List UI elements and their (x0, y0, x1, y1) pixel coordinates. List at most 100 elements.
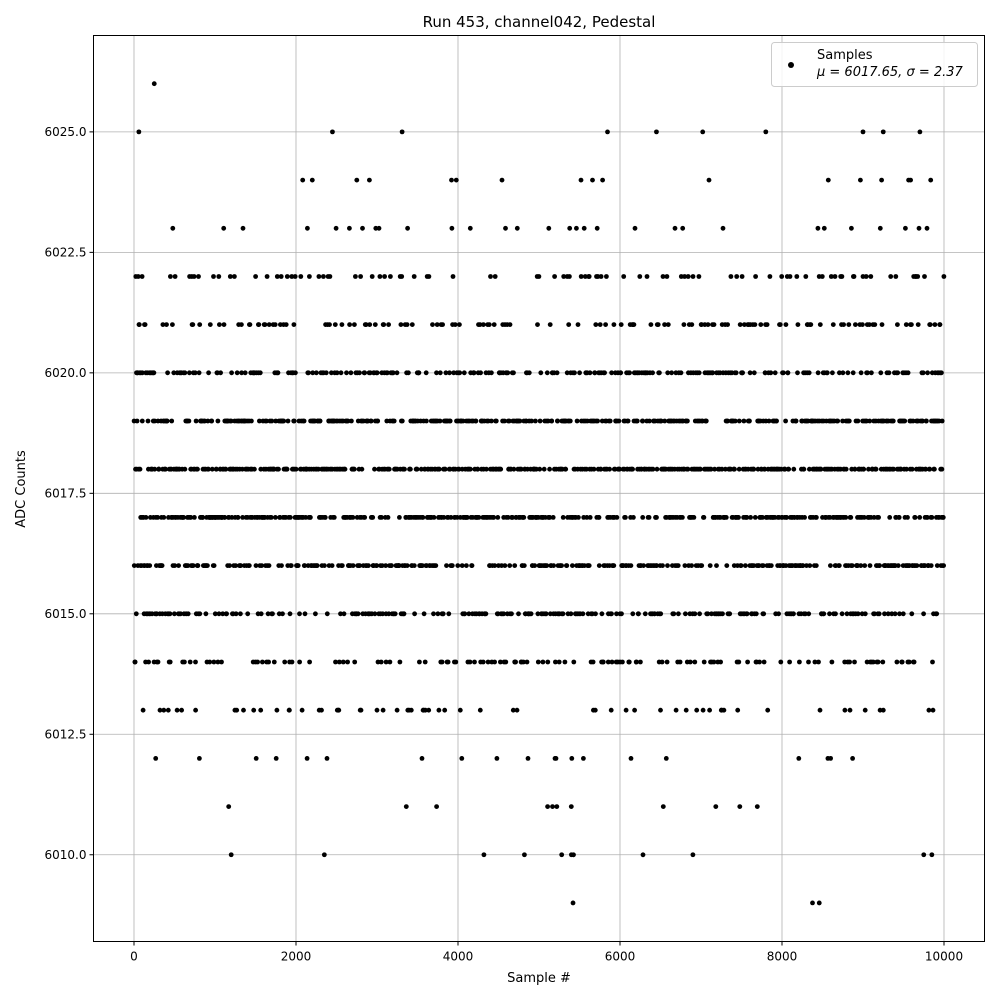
data-point (891, 466, 896, 472)
data-point (882, 611, 887, 617)
data-point (608, 707, 614, 713)
data-point (382, 274, 387, 279)
data-point (357, 370, 362, 376)
data-point (485, 659, 491, 665)
data-point (903, 225, 908, 231)
data-point (895, 563, 901, 568)
data-point (358, 274, 363, 279)
data-point (611, 563, 617, 568)
data-point (505, 515, 511, 520)
data-point (712, 466, 717, 472)
data-point (544, 563, 550, 568)
y-tick-label: 6015.0 (45, 607, 87, 621)
data-point (899, 659, 905, 665)
data-point (592, 370, 598, 376)
data-point (386, 466, 392, 472)
data-point (909, 466, 915, 472)
legend-box (771, 42, 978, 87)
data-point (640, 852, 646, 858)
data-point (748, 515, 753, 520)
data-point (902, 418, 908, 424)
data-point (317, 418, 323, 424)
data-point (235, 515, 241, 520)
data-point (170, 322, 175, 327)
data-point (777, 322, 783, 327)
data-point (252, 466, 257, 472)
data-point (551, 563, 556, 568)
data-point (628, 756, 634, 761)
data-point (862, 563, 868, 568)
data-point (133, 611, 139, 617)
data-point (547, 515, 553, 520)
data-point (352, 659, 358, 665)
data-point (359, 466, 365, 472)
data-point (494, 756, 500, 761)
data-point (791, 611, 796, 617)
data-point (275, 370, 281, 376)
data-point (193, 659, 198, 665)
data-point (434, 804, 439, 809)
data-point (594, 225, 600, 231)
data-point (501, 611, 507, 617)
data-point (228, 418, 234, 424)
legend: Samples μ = 6017.65, σ = 2.37 (771, 42, 978, 87)
data-point (134, 418, 140, 424)
data-point (877, 563, 882, 568)
data-point (514, 707, 520, 713)
data-point (873, 466, 879, 472)
data-point (209, 418, 215, 424)
data-point (924, 225, 930, 231)
data-point (821, 225, 827, 231)
data-point (207, 659, 213, 665)
data-point (554, 804, 560, 809)
data-point (426, 707, 432, 713)
axis-ticks: 0 2000 4000 6000 8000 10000 6010.0 6012.5 6015.0… (45, 125, 964, 964)
data-point (476, 515, 482, 520)
data-point (426, 274, 432, 279)
data-point (492, 274, 498, 279)
data-point (800, 563, 806, 568)
data-point (744, 515, 750, 520)
data-point (197, 322, 203, 327)
data-point (139, 274, 145, 279)
data-point (627, 370, 632, 376)
data-point (257, 370, 263, 376)
data-point (262, 322, 268, 327)
data-point (430, 322, 435, 327)
data-point (778, 659, 784, 665)
data-point (681, 322, 687, 327)
data-point (607, 466, 612, 472)
data-point (329, 563, 335, 568)
data-point (532, 563, 538, 568)
data-point (697, 611, 702, 617)
data-point (491, 322, 497, 327)
data-point (597, 322, 603, 327)
data-point (752, 322, 758, 327)
data-point (423, 707, 428, 713)
data-point (916, 225, 922, 231)
data-point (442, 466, 448, 472)
data-point (660, 804, 666, 809)
data-point (654, 563, 660, 568)
data-point (921, 611, 926, 617)
data-point (849, 563, 855, 568)
data-point (858, 177, 863, 183)
data-point (806, 370, 812, 376)
data-point (341, 611, 347, 617)
data-point (751, 466, 757, 472)
data-point (760, 563, 766, 568)
data-point (307, 274, 312, 279)
data-point (332, 322, 338, 327)
data-point (534, 466, 539, 472)
data-point (186, 418, 192, 424)
data-point (851, 274, 857, 279)
data-point (273, 756, 279, 761)
data-point (140, 707, 146, 713)
data-point (152, 466, 158, 472)
data-point (744, 611, 750, 617)
data-point (381, 322, 387, 327)
data-point (136, 322, 142, 327)
data-point (672, 225, 678, 231)
data-point (155, 515, 161, 520)
